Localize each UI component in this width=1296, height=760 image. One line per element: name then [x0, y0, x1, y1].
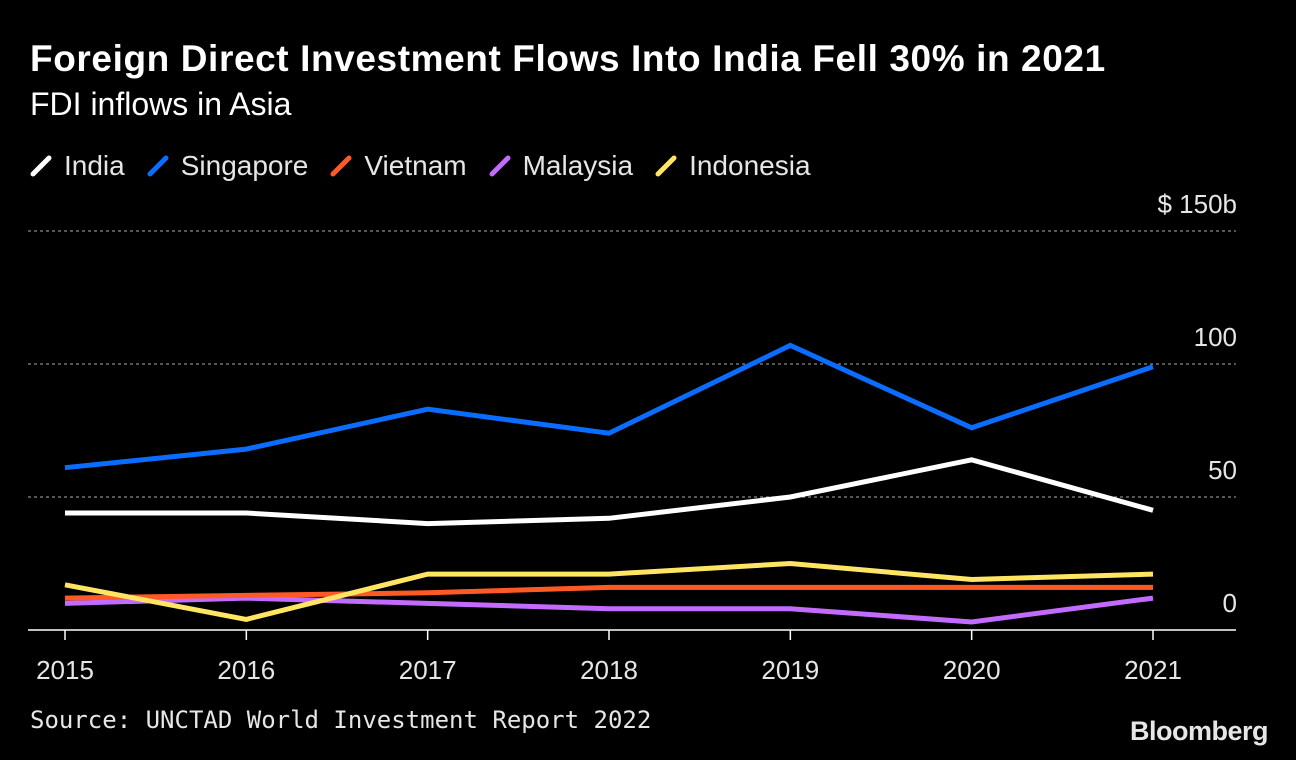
series-line-vietnam [64, 584, 1153, 601]
legend-label-indonesia: Indonesia [689, 150, 811, 181]
legend-label-malaysia: Malaysia [522, 150, 634, 181]
x-tick-label-2019: 2019 [761, 655, 819, 685]
legend-item-india: India [30, 150, 125, 182]
x-tick-label-2017: 2017 [399, 655, 457, 685]
legend-swatch-singapore [147, 155, 169, 177]
legend-swatch-india [30, 155, 52, 177]
series-line-malaysia [64, 595, 1154, 625]
chart-subtitle: FDI inflows in Asia [30, 86, 292, 122]
x-tick-label-2015: 2015 [36, 655, 94, 685]
line-chart: 0 50 100 $ 150b 2015 2016 2017 2018 2019 2020 2021 [28, 189, 1237, 685]
series-line-india [65, 457, 1154, 527]
legend-label-vietnam: Vietnam [364, 150, 467, 181]
x-tick-label-2021: 2021 [1124, 655, 1182, 685]
series-line-indonesia [64, 560, 1154, 622]
legend-item-singapore: Singapore [147, 150, 309, 182]
y-tick-label-100: 100 [1194, 322, 1237, 352]
y-tick-label-0: 0 [1223, 588, 1237, 618]
legend-label-india: India [64, 150, 125, 181]
legend-item-indonesia: Indonesia [655, 150, 811, 182]
chart-title: Foreign Direct Investment Flows Into Ind… [30, 38, 1106, 79]
legend-swatch-vietnam [330, 155, 352, 177]
legend-item-malaysia: Malaysia [489, 150, 633, 182]
bloomberg-logo: Bloomberg [1129, 716, 1269, 746]
legend-swatch-malaysia [489, 155, 511, 177]
x-tick-label-2020: 2020 [943, 655, 1001, 685]
series-line-singapore [64, 342, 1154, 471]
y-tick-label-50: 50 [1208, 455, 1237, 485]
legend-label-singapore: Singapore [180, 150, 309, 181]
y-tick-label-150: $ 150b [1157, 189, 1237, 219]
legend: India Singapore Vietnam Malaysia Indonesia [30, 150, 833, 182]
x-tick-label-2016: 2016 [217, 655, 275, 685]
legend-item-vietnam: Vietnam [330, 150, 467, 182]
x-tick-label-2018: 2018 [580, 655, 638, 685]
source-note: Source: UNCTAD World Investment Report 2… [30, 706, 652, 734]
legend-swatch-indonesia [655, 155, 677, 177]
